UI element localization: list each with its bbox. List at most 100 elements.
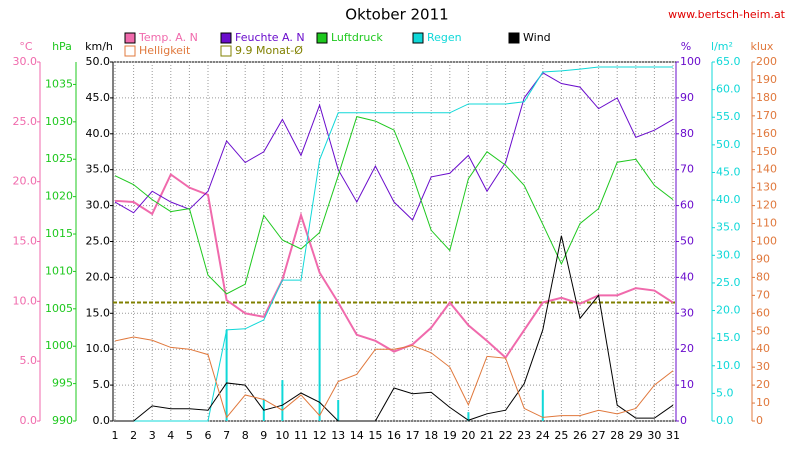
legend-swatch [412, 32, 424, 44]
x-tick-label: 28 [610, 429, 624, 442]
axis-unit: % [681, 40, 691, 53]
series-line [114, 72, 674, 221]
legend-label: 9.9 Monat-Ø [235, 44, 303, 57]
x-tick-label: 3 [149, 429, 156, 442]
y-tick-label: 0.0 [93, 414, 111, 427]
y-tick-label: 90 [680, 91, 694, 104]
x-tick-label: 16 [387, 429, 401, 442]
y-tick-label: 140 [756, 163, 777, 176]
y-tick-label: 10 [756, 396, 770, 409]
legend-swatch [220, 32, 232, 44]
x-tick-label: 11 [294, 429, 308, 442]
y-tick-label: 30.0 [716, 248, 741, 261]
y-tick-label: 30 [756, 360, 770, 373]
y-tick-label: 15.0 [86, 306, 111, 319]
y-tick-label: 25.0 [86, 235, 111, 248]
x-tick-label: 6 [205, 429, 212, 442]
y-tick-label: 100 [756, 235, 777, 248]
y-tick-label: 40 [756, 342, 770, 355]
x-tick-label: 12 [313, 429, 327, 442]
y-tick-label: 50.0 [86, 55, 111, 68]
y-tick-label: 180 [756, 91, 777, 104]
y-tick-label: 30 [680, 306, 694, 319]
x-tick-label: 21 [480, 429, 494, 442]
legend-label: Luftdruck [331, 31, 383, 44]
y-tick-label: 40.0 [716, 193, 741, 206]
y-tick-label: 1020 [45, 190, 73, 203]
legend-swatch [124, 45, 136, 57]
y-tick-label: 10.0 [13, 294, 38, 307]
chart-title: Oktober 2011 [345, 6, 448, 24]
y-tick-label: 200 [756, 55, 777, 68]
y-tick-label: 25.0 [716, 276, 741, 289]
y-tick-label: 0.0 [716, 414, 734, 427]
x-tick-label: 9 [260, 429, 267, 442]
y-tick-label: 100 [680, 55, 701, 68]
legend-label: Helligkeit [139, 44, 191, 57]
y-tick-label: 80 [756, 270, 770, 283]
y-tick-label: 20.0 [716, 304, 741, 317]
y-tick-label: 80 [680, 127, 694, 140]
y-tick-label: 25.0 [13, 115, 38, 128]
rain-bar [541, 390, 544, 421]
source: www.bertsch-heim.at [668, 8, 786, 21]
rain-bar [281, 380, 284, 421]
x-tick-label: 2 [130, 429, 137, 442]
y-tick-label: 160 [756, 127, 777, 140]
legend-swatch [316, 32, 328, 44]
x-tick-label: 30 [647, 429, 661, 442]
x-tick-label: 1 [112, 429, 119, 442]
axis-unit: km/h [85, 40, 113, 53]
y-tick-label: 60.0 [716, 83, 741, 96]
x-tick-label: 26 [573, 429, 587, 442]
y-tick-label: 5.0 [716, 386, 734, 399]
y-tick-label: 30.0 [86, 199, 111, 212]
y-tick-label: 110 [756, 217, 777, 230]
y-tick-label: 130 [756, 181, 777, 194]
x-tick-label: 25 [554, 429, 568, 442]
y-tick-label: 1025 [45, 152, 73, 165]
y-tick-label: 40.0 [86, 127, 111, 140]
y-tick-label: 20 [756, 378, 770, 391]
x-tick-label: 14 [350, 429, 364, 442]
x-tick-label: 27 [592, 429, 606, 442]
x-tick-label: 15 [368, 429, 382, 442]
legend-label: Regen [427, 31, 462, 44]
y-tick-label: 50 [756, 324, 770, 337]
x-tick-label: 29 [629, 429, 643, 442]
y-tick-label: 90 [756, 252, 770, 265]
y-tick-label: 1005 [45, 302, 73, 315]
series-line [114, 336, 674, 419]
series-line [115, 66, 673, 422]
y-tick-label: 70 [756, 288, 770, 301]
y-tick-label: 50 [680, 235, 694, 248]
legend-swatch [508, 32, 520, 44]
legend-swatch [124, 32, 136, 44]
y-tick-label: 10 [680, 378, 694, 391]
legend-swatch [220, 45, 232, 57]
axis-unit: °C [19, 40, 33, 53]
series-line [114, 172, 674, 360]
x-tick-label: 5 [186, 429, 193, 442]
axis-unit: hPa [52, 40, 72, 53]
x-tick-label: 4 [167, 429, 174, 442]
rain-bar [467, 412, 470, 421]
y-tick-label: 55.0 [716, 110, 741, 123]
y-tick-label: 30.0 [13, 55, 38, 68]
y-tick-label: 20 [680, 342, 694, 355]
axis-unit: klux [751, 40, 774, 53]
rain-bar [318, 300, 321, 421]
y-tick-label: 20.0 [13, 175, 38, 188]
y-tick-label: 0.0 [20, 414, 38, 427]
y-tick-label: 1015 [45, 227, 73, 240]
y-tick-label: 150 [756, 145, 777, 158]
y-tick-label: 70 [680, 163, 694, 176]
legend-label: Temp. A. N [138, 31, 198, 44]
y-tick-label: 1000 [45, 339, 73, 352]
y-tick-label: 35.0 [86, 163, 111, 176]
x-tick-label: 17 [406, 429, 420, 442]
x-tick-label: 19 [443, 429, 457, 442]
x-tick-label: 22 [499, 429, 513, 442]
y-tick-label: 0 [680, 414, 687, 427]
y-tick-label: 15.0 [13, 235, 38, 248]
